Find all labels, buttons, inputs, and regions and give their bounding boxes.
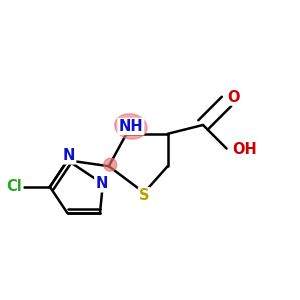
Text: OH: OH [232,142,256,158]
Text: N: N [63,148,75,164]
Circle shape [104,158,117,171]
Text: Cl: Cl [7,179,22,194]
Text: N: N [95,176,108,191]
Ellipse shape [115,114,147,139]
Text: NH: NH [118,119,143,134]
Text: S: S [139,188,149,203]
Text: O: O [228,89,240,104]
